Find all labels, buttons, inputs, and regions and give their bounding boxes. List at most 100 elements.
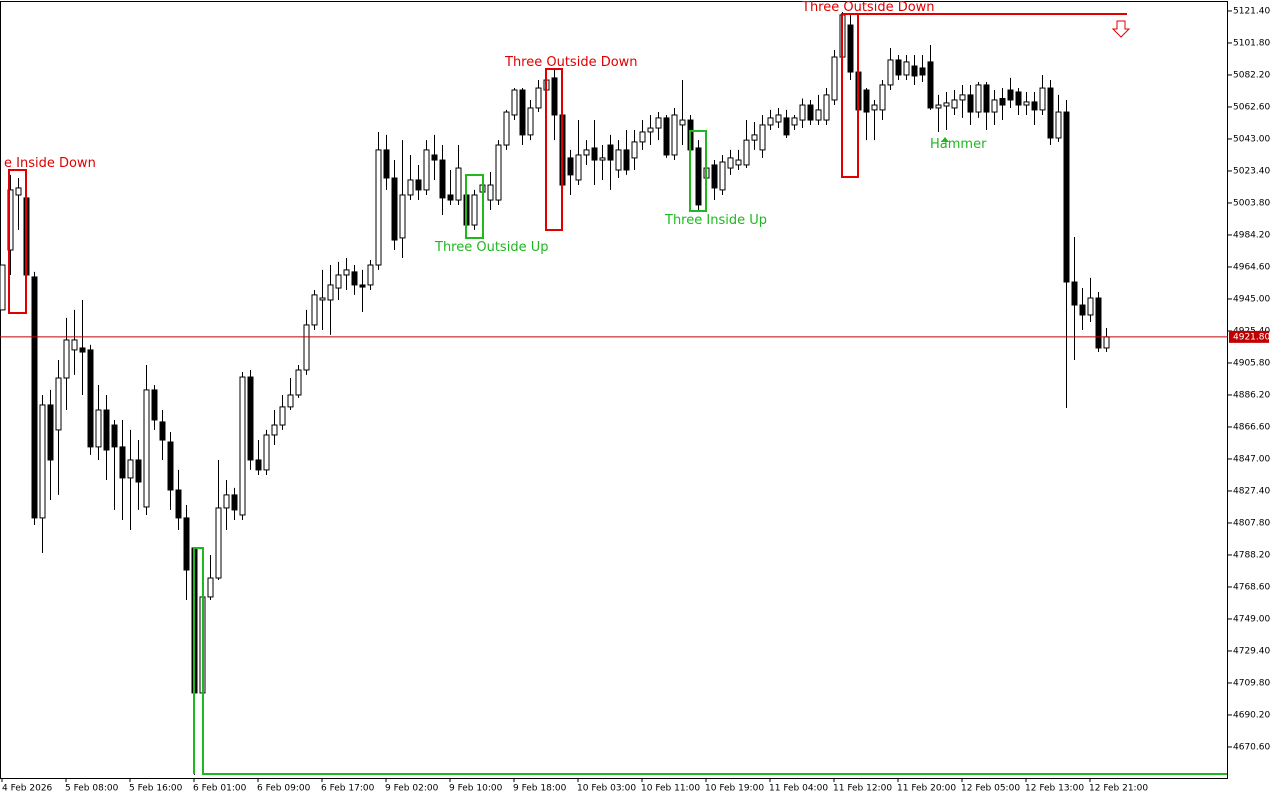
- candle-body: [135, 459, 142, 483]
- candle-body: [375, 149, 382, 266]
- candle-body: [647, 127, 654, 133]
- y-tick-label: 4905.80: [1233, 358, 1270, 368]
- candle-body: [351, 271, 358, 286]
- candle-body: [879, 84, 886, 111]
- candle-body: [631, 141, 638, 159]
- candle-body: [231, 494, 238, 511]
- y-tick-label: 4847.00: [1233, 454, 1270, 464]
- candle-body: [79, 347, 86, 353]
- x-tick-label: 11 Feb 20:00: [897, 784, 956, 794]
- y-tick-label: 5023.40: [1233, 166, 1270, 176]
- candle-body: [759, 124, 766, 151]
- candle-body: [143, 389, 150, 508]
- candle-body: [0, 264, 6, 311]
- x-tick-label: 10 Feb 03:00: [577, 784, 636, 794]
- x-tick-label: 6 Feb 09:00: [257, 784, 311, 794]
- candle-body: [783, 117, 790, 136]
- candle-body: [735, 159, 742, 166]
- candle-body: [599, 157, 606, 161]
- candle-body: [831, 56, 838, 101]
- candle-body: [655, 117, 662, 129]
- pattern-box: [841, 13, 859, 178]
- x-tick-label: 9 Feb 18:00: [513, 784, 567, 794]
- candle-body: [431, 154, 438, 161]
- candle-body: [271, 424, 278, 436]
- y-tick-label: 4827.40: [1233, 486, 1270, 496]
- y-tick-label: 5062.60: [1233, 102, 1270, 112]
- candle-body: [1039, 87, 1046, 111]
- candle-body: [367, 264, 374, 286]
- candle-body: [775, 114, 782, 123]
- hammer-marker: [941, 137, 949, 142]
- candle-body: [711, 164, 718, 189]
- candle-body: [471, 194, 478, 226]
- candle-body: [487, 184, 494, 201]
- pattern-label: Three Inside Up: [664, 213, 767, 228]
- candle-body: [319, 297, 326, 301]
- candle-body: [911, 65, 918, 77]
- x-tick-label: 11 Feb 04:00: [769, 784, 828, 794]
- candle-body: [615, 149, 622, 171]
- candle-body: [671, 114, 678, 156]
- pattern-label: Hammer: [930, 137, 987, 152]
- candle-body: [1087, 297, 1094, 316]
- y-tick-label: 5121.40: [1233, 6, 1270, 16]
- candle-body: [71, 339, 78, 351]
- candle-body: [791, 117, 798, 126]
- candle-body: [1023, 101, 1030, 106]
- pattern-box: [465, 174, 484, 239]
- candle-body: [495, 144, 502, 201]
- candle-body: [1015, 91, 1022, 106]
- candle-body: [439, 159, 446, 199]
- pattern-box: [193, 547, 1227, 775]
- pattern-label: e Inside Down: [4, 156, 96, 171]
- candle-body: [207, 577, 214, 598]
- candle-body: [407, 179, 414, 196]
- y-tick-label: 4788.20: [1233, 550, 1270, 560]
- candle-body: [863, 89, 870, 113]
- candle-body: [255, 459, 262, 471]
- candle-body: [95, 409, 102, 448]
- y-tick-label: 4964.60: [1233, 262, 1270, 272]
- y-tick-label: 4749.00: [1233, 614, 1270, 624]
- candle-body: [55, 377, 62, 431]
- candle-body: [39, 404, 46, 519]
- pattern-label: Three Outside Down: [504, 55, 638, 70]
- candle-body: [455, 167, 462, 201]
- candle-body: [591, 147, 598, 161]
- y-tick-label: 4729.40: [1233, 646, 1270, 656]
- candle-body: [399, 194, 406, 239]
- x-tick-label: 10 Feb 19:00: [705, 784, 764, 794]
- candle-body: [1063, 111, 1070, 283]
- candle-body: [47, 404, 54, 461]
- candle-body: [679, 119, 686, 126]
- pattern-box: [8, 169, 27, 314]
- candle-body: [63, 339, 70, 379]
- candle-body: [103, 409, 110, 451]
- y-tick-label: 4690.20: [1233, 710, 1270, 720]
- candle-body: [847, 24, 854, 73]
- candle-body: [295, 369, 302, 396]
- candle-body: [247, 376, 254, 461]
- candle-body: [1047, 87, 1054, 139]
- candle-body: [1079, 304, 1086, 316]
- candle-body: [359, 284, 366, 288]
- x-tick-label: 9 Feb 10:00: [449, 784, 503, 794]
- candle-body: [223, 494, 230, 509]
- candle-body: [663, 117, 670, 156]
- candle-body: [743, 139, 750, 166]
- pattern-label: Three Outside Up: [434, 240, 548, 255]
- y-tick-label: 4866.60: [1233, 422, 1270, 432]
- x-tick-label: 5 Feb 16:00: [129, 784, 183, 794]
- candle-body: [415, 179, 422, 191]
- y-tick-label: 4945.00: [1233, 294, 1270, 304]
- y-tick-label: 5043.00: [1233, 134, 1270, 144]
- candle-body: [151, 389, 158, 421]
- candle-body: [991, 99, 998, 113]
- candle-body: [111, 424, 118, 448]
- candle-body: [1103, 336, 1110, 349]
- candle-body: [511, 89, 518, 116]
- candle-body: [215, 507, 222, 579]
- candle-body: [967, 94, 974, 113]
